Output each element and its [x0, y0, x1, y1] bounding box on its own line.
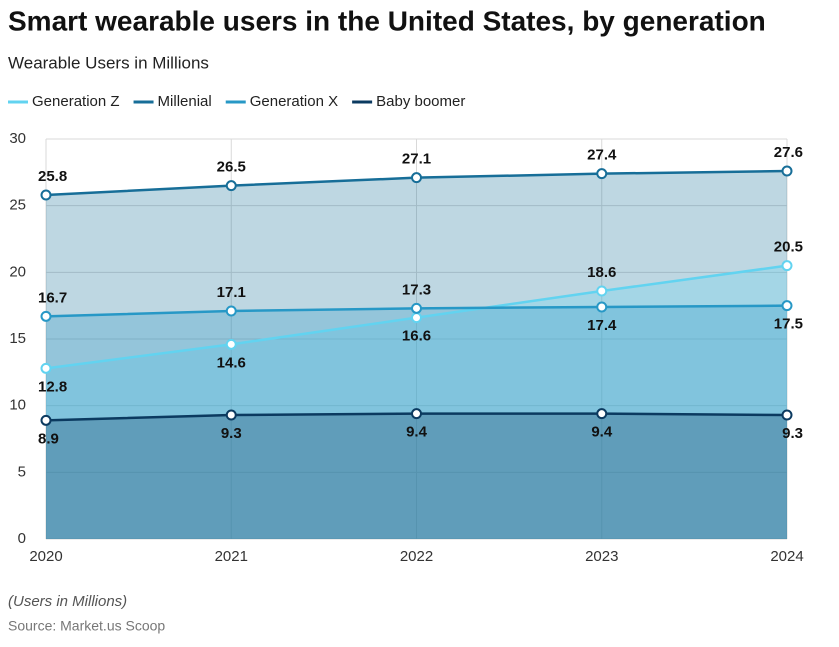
legend-label: Generation X [250, 93, 338, 110]
point [40, 310, 52, 322]
data-label: 20.5 [774, 239, 803, 256]
data-label: 17.4 [587, 317, 617, 334]
data-label: 14.6 [217, 354, 246, 371]
x-tick-label: 2024 [770, 548, 803, 565]
y-tick-label: 0 [18, 530, 26, 547]
legend: Generation Z Millenial Generation X Baby bo… [8, 93, 465, 110]
area [46, 413, 787, 539]
legend-label: Generation Z [32, 93, 120, 110]
chart-subtitle: Wearable Users in Millions [8, 53, 209, 72]
y-tick-label: 25 [9, 197, 26, 214]
point [781, 260, 793, 272]
point [411, 302, 422, 314]
data-label: 27.1 [402, 151, 431, 168]
legend-label: Millenial [158, 93, 212, 110]
point [40, 414, 52, 426]
point [225, 180, 237, 192]
legend-label: Baby boomer [376, 93, 465, 110]
point [781, 300, 793, 312]
point [411, 172, 422, 184]
point [225, 409, 237, 421]
data-label: 27.6 [774, 144, 803, 161]
point [596, 301, 608, 313]
point [411, 408, 422, 420]
point [411, 312, 422, 324]
x-tick-label: 2023 [585, 548, 618, 565]
data-label: 26.5 [217, 159, 246, 176]
data-label: 9.3 [221, 425, 242, 442]
point [225, 338, 237, 350]
area [46, 305, 787, 539]
chart-title: Smart wearable users in the United State… [8, 5, 766, 36]
data-label: 27.4 [587, 147, 617, 164]
point [781, 409, 793, 421]
data-label: 16.7 [38, 289, 67, 306]
point [596, 168, 608, 180]
data-label: 17.1 [217, 284, 246, 301]
data-label: 17.5 [774, 316, 803, 333]
x-tick-label: 2022 [400, 548, 433, 565]
point [40, 189, 52, 201]
data-label: 17.3 [402, 281, 431, 298]
data-label: 8.9 [38, 430, 59, 447]
data-label: 25.8 [38, 168, 67, 185]
point [225, 305, 237, 317]
area [46, 171, 787, 539]
data-label: 16.6 [402, 328, 431, 345]
data-label: 12.8 [38, 378, 67, 395]
data-label: 18.6 [587, 264, 616, 281]
y-tick-label: 10 [9, 397, 26, 414]
chart-source: Source: Market.us Scoop [8, 618, 165, 634]
point [40, 362, 52, 374]
y-tick-label: 15 [9, 330, 26, 347]
point [596, 285, 608, 297]
x-tick-label: 2021 [215, 548, 248, 565]
y-tick-label: 20 [9, 263, 26, 280]
data-label: 9.4 [591, 424, 613, 441]
data-label: 9.3 [782, 425, 803, 442]
point [596, 408, 608, 420]
chart-note: (Users in Millions) [8, 593, 127, 610]
data-label: 9.4 [406, 424, 428, 441]
y-tick-label: 5 [18, 463, 26, 480]
point [781, 165, 793, 177]
area [46, 265, 787, 539]
x-tick-label: 2020 [29, 548, 62, 565]
y-tick-label: 30 [9, 130, 26, 147]
